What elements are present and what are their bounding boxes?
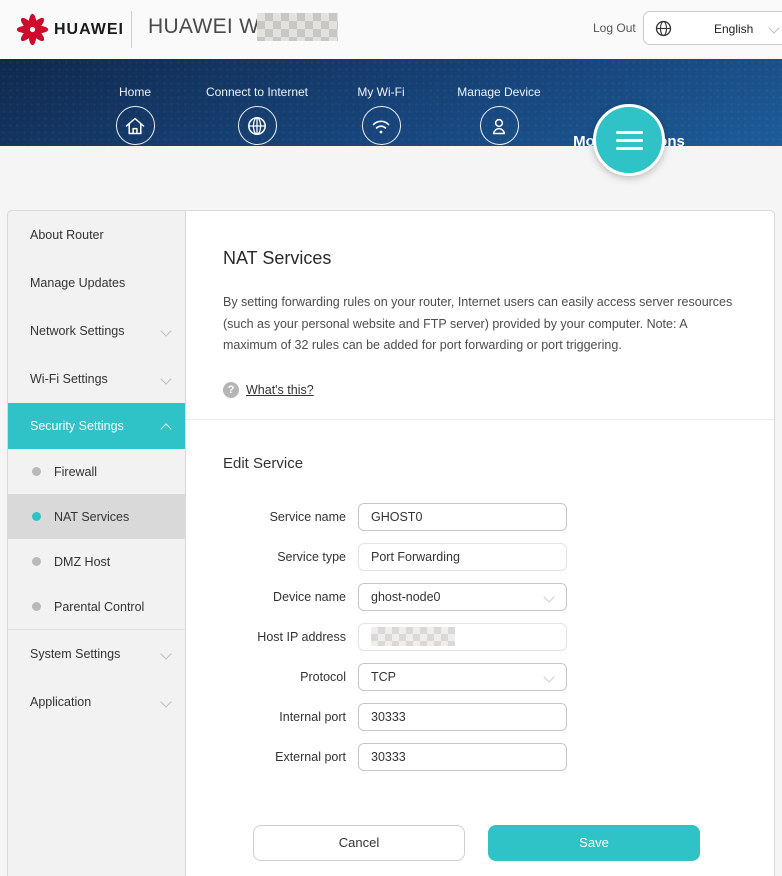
field-label: Device name [273,589,346,604]
more-functions-menu-button[interactable] [593,104,665,176]
main-navbar: Home Connect to Internet My Wi-Fi [0,59,782,150]
settings-sidebar: About Router Manage Updates Network Sett… [7,210,185,876]
product-model-redacted [257,13,338,41]
ip-address-redacted [371,627,455,646]
field-label: Service type [277,549,346,564]
bullet-dot-icon [32,602,41,611]
device-name-select[interactable]: ghost-node0 [358,582,567,611]
external-port-input[interactable] [358,742,567,771]
page-title: NAT Services [223,248,332,268]
header-divider [131,11,132,48]
form-row-service-type: Service type Port Forwarding [223,542,737,571]
chevron-down-icon [768,22,780,34]
form-buttons: Cancel Save [253,824,737,861]
huawei-logo-icon [16,13,49,46]
sidebar-divider [8,629,185,630]
brand-text: HUAWEI [54,21,124,38]
page-description: By setting forwarding rules on your rout… [223,295,733,352]
form-row-internal-port: Internal port [223,702,737,731]
chevron-down-icon [160,373,172,385]
field-label: Internal port [279,709,346,724]
sidebar-item-wifi-settings[interactable]: Wi-Fi Settings [8,355,185,403]
whats-this-row: ? What's this? [223,381,737,398]
nav-item-manage-device[interactable]: Manage Device [424,59,574,145]
bullet-dot-icon [32,512,41,521]
logout-link[interactable]: Log Out [593,21,636,35]
sidebar-subitem-parental-control[interactable]: Parental Control [8,584,185,629]
sidebar-item-about-router[interactable]: About Router [30,228,104,242]
chevron-down-icon [160,325,172,337]
service-type-field: Port Forwarding [358,542,567,571]
chevron-down-icon [543,590,555,603]
form-row-host-ip: Host IP address [223,622,737,651]
bullet-dot-icon [32,557,41,566]
edit-service-form: Service name Service type Port Forwardin… [223,502,737,861]
sidebar-subitem-dmz-host[interactable]: DMZ Host [8,539,185,584]
internet-globe-icon [237,106,277,145]
sidebar-item-manage-updates[interactable]: Manage Updates [30,276,126,290]
form-row-service-name: Service name [223,502,737,531]
host-ip-field [358,622,567,651]
field-label: Host IP address [257,629,346,644]
language-value: English [714,22,754,36]
service-name-input[interactable] [358,502,567,531]
nav-item-connect-to-internet[interactable]: Connect to Internet [182,59,332,145]
whats-this-link[interactable]: What's this? [246,382,314,397]
sidebar-item-network-settings[interactable]: Network Settings [8,307,185,355]
field-label: Service name [269,509,346,524]
internal-port-input[interactable] [358,702,567,731]
field-label: Protocol [300,669,346,684]
top-header: HUAWEI HUAWEI WiFi Log Out English [0,0,782,59]
main-content-panel: NAT Services By setting forwarding rules… [185,210,775,876]
form-row-external-port: External port [223,742,737,771]
chevron-down-icon [543,670,555,683]
sidebar-item-security-settings[interactable]: Security Settings [8,403,185,449]
person-icon [479,106,519,145]
nav-item-home[interactable]: Home [60,59,210,145]
sidebar-subitem-nat-services[interactable]: NAT Services [8,494,185,539]
field-label: External port [275,749,346,764]
sidebar-item-application[interactable]: Application [8,678,185,726]
help-question-icon: ? [223,381,239,398]
wifi-icon [361,106,401,145]
chevron-down-icon [160,696,172,708]
product-title: HUAWEI WiFi [148,15,283,38]
edit-service-heading: Edit Service [223,454,304,472]
nav-item-my-wifi[interactable]: My Wi-Fi [306,59,456,145]
section-divider [186,418,774,420]
home-icon [115,106,155,145]
sidebar-item-system-settings[interactable]: System Settings [8,630,185,678]
cancel-button[interactable]: Cancel [253,824,465,861]
bullet-dot-icon [32,467,41,476]
globe-icon [655,20,672,37]
chevron-down-icon [160,648,172,660]
form-row-protocol: Protocol TCP [223,662,737,691]
hamburger-icon [615,130,643,134]
protocol-select[interactable]: TCP [358,662,567,691]
chevron-up-icon [160,423,172,435]
form-row-device-name: Device name ghost-node0 [223,582,737,611]
language-selector[interactable]: English [643,11,782,45]
sidebar-subitem-firewall[interactable]: Firewall [8,449,185,494]
save-button[interactable]: Save [488,824,700,861]
